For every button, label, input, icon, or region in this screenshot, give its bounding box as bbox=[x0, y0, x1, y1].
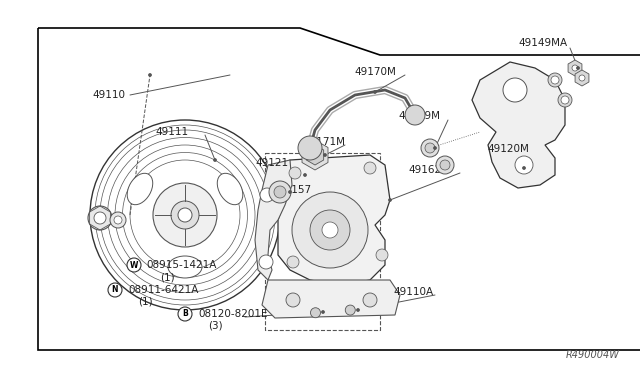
Circle shape bbox=[292, 192, 368, 268]
Circle shape bbox=[110, 212, 126, 228]
Polygon shape bbox=[472, 62, 565, 188]
Circle shape bbox=[425, 143, 435, 153]
Text: 49170M: 49170M bbox=[354, 67, 396, 77]
Circle shape bbox=[364, 162, 376, 174]
Circle shape bbox=[274, 186, 286, 198]
Text: B: B bbox=[182, 310, 188, 318]
Ellipse shape bbox=[217, 173, 243, 205]
Circle shape bbox=[298, 136, 322, 160]
Circle shape bbox=[503, 78, 527, 102]
Circle shape bbox=[214, 158, 216, 161]
Polygon shape bbox=[262, 280, 400, 318]
Circle shape bbox=[561, 96, 569, 104]
Polygon shape bbox=[575, 70, 589, 86]
Polygon shape bbox=[302, 140, 328, 170]
Circle shape bbox=[289, 167, 301, 179]
Circle shape bbox=[363, 293, 377, 307]
Text: 49121: 49121 bbox=[255, 158, 288, 168]
Text: 49111: 49111 bbox=[155, 127, 188, 137]
Polygon shape bbox=[255, 160, 292, 280]
Circle shape bbox=[289, 190, 291, 193]
Circle shape bbox=[90, 120, 280, 310]
Circle shape bbox=[421, 139, 439, 157]
Circle shape bbox=[548, 73, 562, 87]
Text: 49110: 49110 bbox=[92, 90, 125, 100]
Polygon shape bbox=[568, 60, 582, 76]
Circle shape bbox=[178, 208, 192, 222]
Circle shape bbox=[345, 305, 355, 315]
Circle shape bbox=[114, 216, 122, 224]
Circle shape bbox=[303, 173, 307, 176]
Circle shape bbox=[572, 65, 578, 71]
Text: 49157: 49157 bbox=[278, 185, 311, 195]
Text: 08911-6421A: 08911-6421A bbox=[128, 285, 198, 295]
Circle shape bbox=[356, 308, 360, 311]
Circle shape bbox=[558, 93, 572, 107]
Circle shape bbox=[260, 188, 274, 202]
Text: 49162N: 49162N bbox=[408, 165, 449, 175]
Circle shape bbox=[269, 181, 291, 203]
Circle shape bbox=[178, 307, 192, 321]
Text: 49149M: 49149M bbox=[398, 111, 440, 121]
Circle shape bbox=[148, 74, 152, 77]
Text: 49149MA: 49149MA bbox=[518, 38, 567, 48]
Ellipse shape bbox=[168, 256, 202, 278]
Circle shape bbox=[579, 75, 585, 81]
Circle shape bbox=[321, 311, 324, 314]
Circle shape bbox=[436, 156, 454, 174]
Circle shape bbox=[577, 67, 579, 70]
Text: (3): (3) bbox=[208, 321, 223, 331]
Text: 49110A: 49110A bbox=[393, 287, 433, 297]
Text: (1): (1) bbox=[160, 272, 175, 282]
Circle shape bbox=[374, 90, 376, 93]
Text: N: N bbox=[112, 285, 118, 295]
Polygon shape bbox=[278, 155, 390, 285]
Circle shape bbox=[522, 167, 525, 170]
Circle shape bbox=[551, 76, 559, 84]
Circle shape bbox=[171, 201, 199, 229]
Circle shape bbox=[405, 105, 425, 125]
Circle shape bbox=[388, 199, 392, 202]
Circle shape bbox=[287, 256, 299, 268]
Text: 49120M: 49120M bbox=[487, 144, 529, 154]
Circle shape bbox=[286, 293, 300, 307]
Text: R490004W: R490004W bbox=[566, 350, 620, 360]
Circle shape bbox=[440, 160, 450, 170]
Circle shape bbox=[108, 283, 122, 297]
Circle shape bbox=[153, 183, 217, 247]
Circle shape bbox=[259, 255, 273, 269]
Circle shape bbox=[515, 156, 533, 174]
Circle shape bbox=[376, 249, 388, 261]
Circle shape bbox=[433, 147, 436, 150]
Circle shape bbox=[310, 210, 350, 250]
Circle shape bbox=[94, 212, 106, 224]
Circle shape bbox=[310, 308, 321, 318]
Text: 08915-1421A: 08915-1421A bbox=[146, 260, 216, 270]
Circle shape bbox=[322, 222, 338, 238]
Text: (1): (1) bbox=[138, 297, 152, 307]
Circle shape bbox=[127, 258, 141, 272]
Polygon shape bbox=[307, 145, 324, 165]
Text: 49171M: 49171M bbox=[303, 137, 345, 147]
Circle shape bbox=[323, 154, 326, 157]
Text: W: W bbox=[130, 260, 138, 269]
Ellipse shape bbox=[127, 173, 153, 205]
Circle shape bbox=[88, 206, 112, 230]
Text: 08120-8201E: 08120-8201E bbox=[198, 309, 268, 319]
